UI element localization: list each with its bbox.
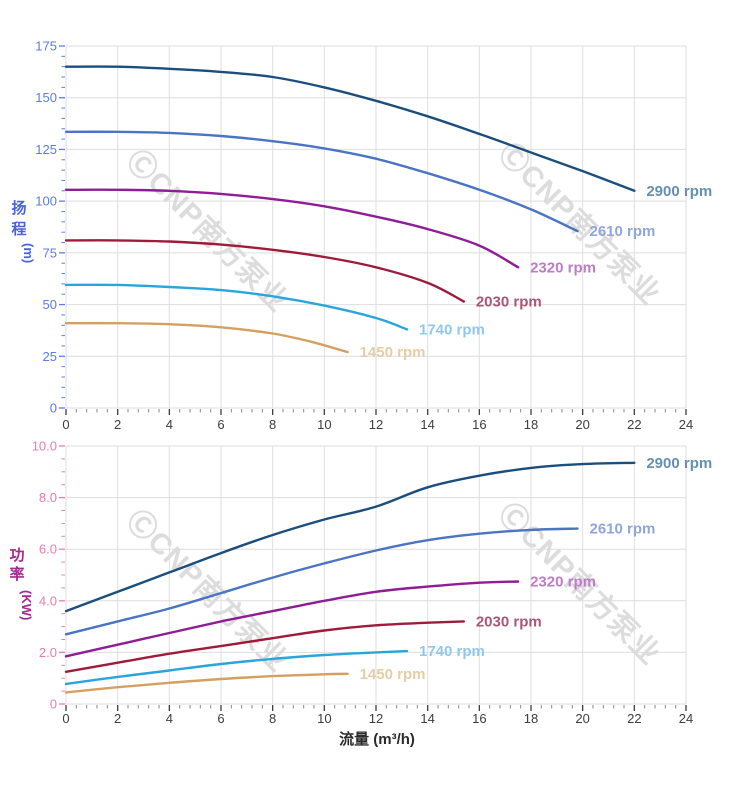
curve-label-1740-rpm: 1740 rpm — [419, 643, 485, 660]
x-tick-label: 2 — [114, 417, 121, 432]
y-tick-label: 25 — [43, 349, 57, 364]
x-tick-label: 8 — [269, 711, 276, 726]
curve-1740-rpm — [64, 283, 409, 331]
y-axis-title: 功率 (KW) — [9, 547, 34, 620]
y-tick-label: 125 — [35, 142, 57, 157]
x-tick-label: 18 — [524, 711, 538, 726]
x-tick-label: 20 — [575, 417, 589, 432]
x-tick-label: 12 — [369, 711, 383, 726]
y-tick-label: 0 — [50, 697, 57, 712]
y-tick-label: 75 — [43, 245, 57, 260]
curve-label-1740-rpm: 1740 rpm — [419, 321, 485, 338]
x-tick-label: 16 — [472, 711, 486, 726]
y-tick-label: 175 — [35, 39, 57, 54]
y-axis-title: 扬程 (m) — [11, 199, 36, 263]
y-tick-label: 6.0 — [39, 542, 57, 557]
x-tick-label: 24 — [679, 417, 693, 432]
y-tick-label: 100 — [35, 194, 57, 209]
x-tick-label: 22 — [627, 417, 641, 432]
x-tick-label: 24 — [679, 711, 693, 726]
x-tick-label: 20 — [575, 711, 589, 726]
x-tick-label: 18 — [524, 417, 538, 432]
x-tick-label: 22 — [627, 711, 641, 726]
curve-label-2030-rpm: 2030 rpm — [476, 293, 542, 310]
y-tick-label: 50 — [43, 297, 57, 312]
x-axis: 0 2 4 6 8 10 12 14 16 18 20 22 24 — [62, 409, 693, 432]
curve-label-1450-rpm: 1450 rpm — [360, 666, 426, 683]
curve-2610-rpm — [64, 527, 579, 636]
y-tick-label: 10.0 — [32, 439, 57, 454]
curve-2320-rpm — [64, 580, 520, 658]
curve-label-2320-rpm: 2320 rpm — [530, 573, 596, 590]
x-tick-label: 14 — [420, 711, 434, 726]
y-tick-label: 8.0 — [39, 490, 57, 505]
y-axis-title-char: 率 — [9, 565, 24, 583]
curve-label-2030-rpm: 2030 rpm — [476, 613, 542, 630]
curve-2900-rpm — [64, 65, 636, 192]
curve-label-2320-rpm: 2320 rpm — [530, 259, 596, 276]
watermark: ⒸCNP南方泵业 — [120, 143, 296, 319]
x-tick-label: 10 — [317, 417, 331, 432]
x-tick-label: 12 — [369, 417, 383, 432]
y-axis: 0 2.0 4.0 6.0 8.0 10.0 — [32, 439, 65, 712]
x-axis-title: 流量 (m³/h) — [339, 730, 415, 748]
x-tick-label: 8 — [269, 417, 276, 432]
curve-label-1450-rpm: 1450 rpm — [360, 344, 426, 361]
grid — [65, 45, 687, 409]
y-axis-unit: (m) — [21, 243, 36, 263]
y-tick-label: 0 — [50, 401, 57, 416]
x-tick-label: 14 — [420, 417, 434, 432]
curve-2030-rpm — [64, 239, 465, 303]
y-axis-unit: (KW) — [19, 590, 34, 620]
curve-2030-rpm — [64, 620, 465, 673]
x-tick-label: 4 — [166, 711, 173, 726]
x-tick-label: 4 — [166, 417, 173, 432]
grid — [65, 445, 687, 705]
x-tick-label: 10 — [317, 711, 331, 726]
x-tick-label: 0 — [62, 711, 69, 726]
curve-2610-rpm — [64, 130, 579, 233]
curve-1450-rpm — [64, 672, 349, 694]
x-tick-label: 2 — [114, 711, 121, 726]
curve-1740-rpm — [64, 649, 409, 686]
curve-1450-rpm — [64, 321, 349, 354]
curve-2320-rpm — [64, 188, 520, 269]
y-axis-title-char: 功 — [9, 547, 24, 564]
curve-2900-rpm — [64, 461, 636, 613]
curve-label-2900-rpm: 2900 rpm — [646, 455, 712, 472]
curve-label-2900-rpm: 2900 rpm — [646, 183, 712, 200]
y-axis-title-char: 扬 — [11, 199, 26, 217]
curve-label-2610-rpm: 2610 rpm — [590, 521, 656, 538]
y-tick-label: 2.0 — [39, 645, 57, 660]
y-tick-label: 4.0 — [39, 593, 57, 608]
x-tick-label: 6 — [217, 417, 224, 432]
x-tick-label: 0 — [62, 417, 69, 432]
x-tick-label: 16 — [472, 417, 486, 432]
x-tick-label: 6 — [217, 711, 224, 726]
curve-label-2610-rpm: 2610 rpm — [590, 223, 656, 240]
y-axis-title-char: 程 — [11, 221, 26, 238]
y-axis: 0 25 50 75 100 125 150 175 — [35, 39, 65, 416]
x-axis: 0 2 4 6 8 10 12 14 16 18 20 22 24 — [62, 705, 693, 726]
y-tick-label: 150 — [35, 90, 57, 105]
